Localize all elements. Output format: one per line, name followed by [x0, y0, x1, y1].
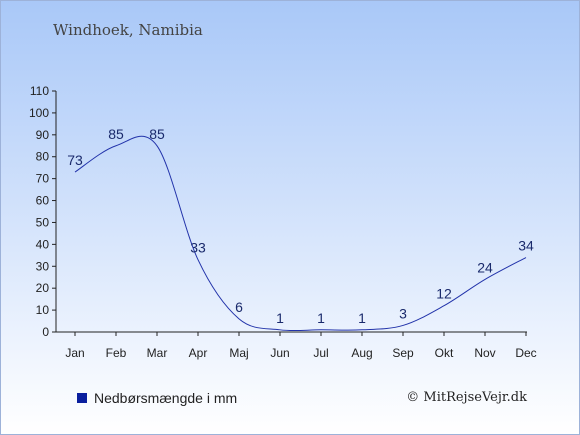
- y-tick-label: 50: [36, 215, 50, 229]
- series-line: [74, 135, 527, 332]
- y-tick-label: 70: [36, 172, 50, 186]
- x-tick-label: Aug: [351, 346, 372, 360]
- data-label: 1: [317, 310, 325, 326]
- x-tick-label: Jul: [313, 346, 328, 360]
- x-tick-label: Dec: [515, 346, 536, 360]
- y-tick-label: 60: [36, 194, 50, 208]
- x-tick-label: Feb: [106, 346, 127, 360]
- x-tick-label: Okt: [435, 346, 454, 360]
- x-tick-label: Jan: [65, 346, 84, 360]
- legend-label: Nedbørsmængde i mm: [94, 390, 238, 406]
- data-label: 85: [108, 126, 124, 142]
- data-label: 12: [436, 286, 452, 302]
- data-label: 73: [67, 152, 83, 168]
- chart-title: Windhoek, Namibia: [53, 21, 203, 39]
- y-tick-label: 90: [36, 128, 50, 142]
- data-label: 1: [276, 310, 284, 326]
- y-tick-label: 30: [36, 259, 50, 273]
- y-tick-label: 80: [36, 150, 50, 164]
- data-label: 34: [518, 238, 534, 254]
- x-tick-label: Sep: [392, 346, 414, 360]
- legend: Nedbørsmængde i mm: [77, 390, 237, 406]
- y-tick-label: 40: [36, 237, 50, 251]
- data-label: 85: [149, 126, 165, 142]
- data-label: 1: [358, 310, 366, 326]
- x-tick-label: Jun: [270, 346, 289, 360]
- data-label: 33: [190, 240, 206, 256]
- y-tick-label: 0: [42, 325, 49, 339]
- y-tick-label: 100: [29, 106, 49, 120]
- y-tick-label: 110: [30, 84, 49, 98]
- data-label: 24: [477, 259, 493, 275]
- data-label: 3: [399, 305, 407, 321]
- copyright-credit: © MitRejseVejr.dk: [406, 390, 527, 405]
- x-tick-label: Maj: [229, 346, 248, 360]
- x-tick-label: Mar: [147, 346, 168, 360]
- x-tick-label: Nov: [474, 346, 495, 360]
- y-tick-label: 10: [36, 303, 50, 317]
- legend-swatch: [77, 393, 87, 403]
- x-tick-label: Apr: [189, 346, 208, 360]
- data-label: 6: [235, 299, 243, 315]
- y-tick-label: 20: [36, 281, 50, 295]
